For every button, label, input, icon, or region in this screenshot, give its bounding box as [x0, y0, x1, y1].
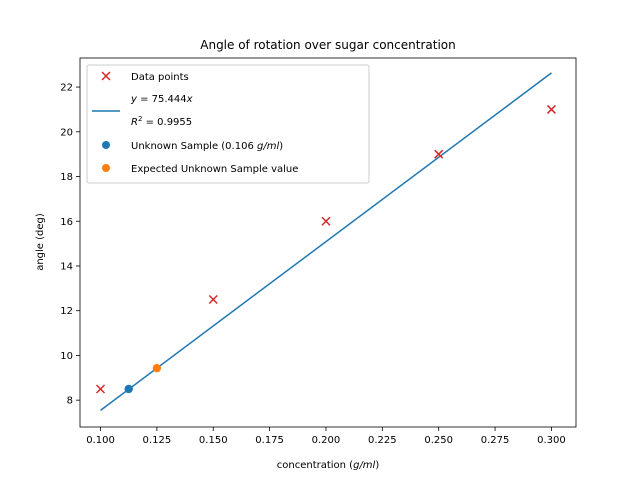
expected-value-point [152, 363, 162, 373]
data-point [546, 104, 556, 114]
legend-marker-data-points [101, 71, 111, 81]
x-tick-label: 0.100 [86, 435, 115, 446]
y-tick-label: 18 [60, 172, 73, 183]
legend-label-expected-value: Expected Unknown Sample value [131, 164, 298, 175]
fit-line [100, 72, 552, 411]
x-axis-label: concentration (g/ml) [277, 460, 380, 471]
x-tick-label: 0.175 [255, 435, 284, 446]
x-tick-label: 0.275 [481, 435, 510, 446]
y-tick-label: 10 [60, 351, 73, 362]
y-tick-label: 8 [67, 396, 73, 407]
data-point [208, 294, 218, 305]
x-tick-label: 0.250 [424, 435, 453, 446]
legend-label-data-points: Data points [131, 72, 189, 83]
data-point [434, 149, 444, 159]
legend-label-fit-r2: R2 = 0.9955 [131, 115, 192, 128]
y-axis-ticks: 8 10 12 14 16 18 20 22 [60, 83, 80, 407]
legend-label-unknown-sample: Unknown Sample (0.106 g/ml) [131, 141, 283, 152]
legend-label-fit-equation: y = 75.444x [130, 94, 193, 105]
x-tick-label: 0.300 [537, 435, 566, 446]
y-tick-label: 12 [60, 306, 73, 317]
chart-title: Angle of rotation over sugar concentrati… [200, 38, 455, 52]
legend-box [86, 64, 370, 184]
plot-area [95, 72, 556, 411]
y-tick-label: 22 [60, 83, 73, 94]
data-point [95, 384, 106, 394]
x-axis-ticks: 0.100 0.125 0.150 0.175 0.200 0.225 0.250 0.275… [86, 427, 566, 446]
x-tick-label: 0.125 [143, 435, 172, 446]
plot-frame [79, 57, 577, 428]
y-tick-label: 16 [60, 217, 73, 228]
legend-marker-unknown-sample [102, 141, 110, 149]
legend-marker-expected-value [102, 164, 110, 172]
legend: Data points y = 75.444x R2 = 0.9955 Unkn… [86, 64, 370, 184]
x-tick-label: 0.150 [199, 435, 228, 446]
x-tick-label: 0.200 [312, 435, 341, 446]
data-point [321, 216, 331, 226]
y-tick-label: 14 [60, 261, 73, 272]
unknown-sample-point [124, 384, 133, 394]
y-axis-label: angle (deg) [35, 213, 46, 271]
x-tick-label: 0.225 [368, 435, 397, 446]
y-tick-label: 20 [60, 127, 73, 138]
